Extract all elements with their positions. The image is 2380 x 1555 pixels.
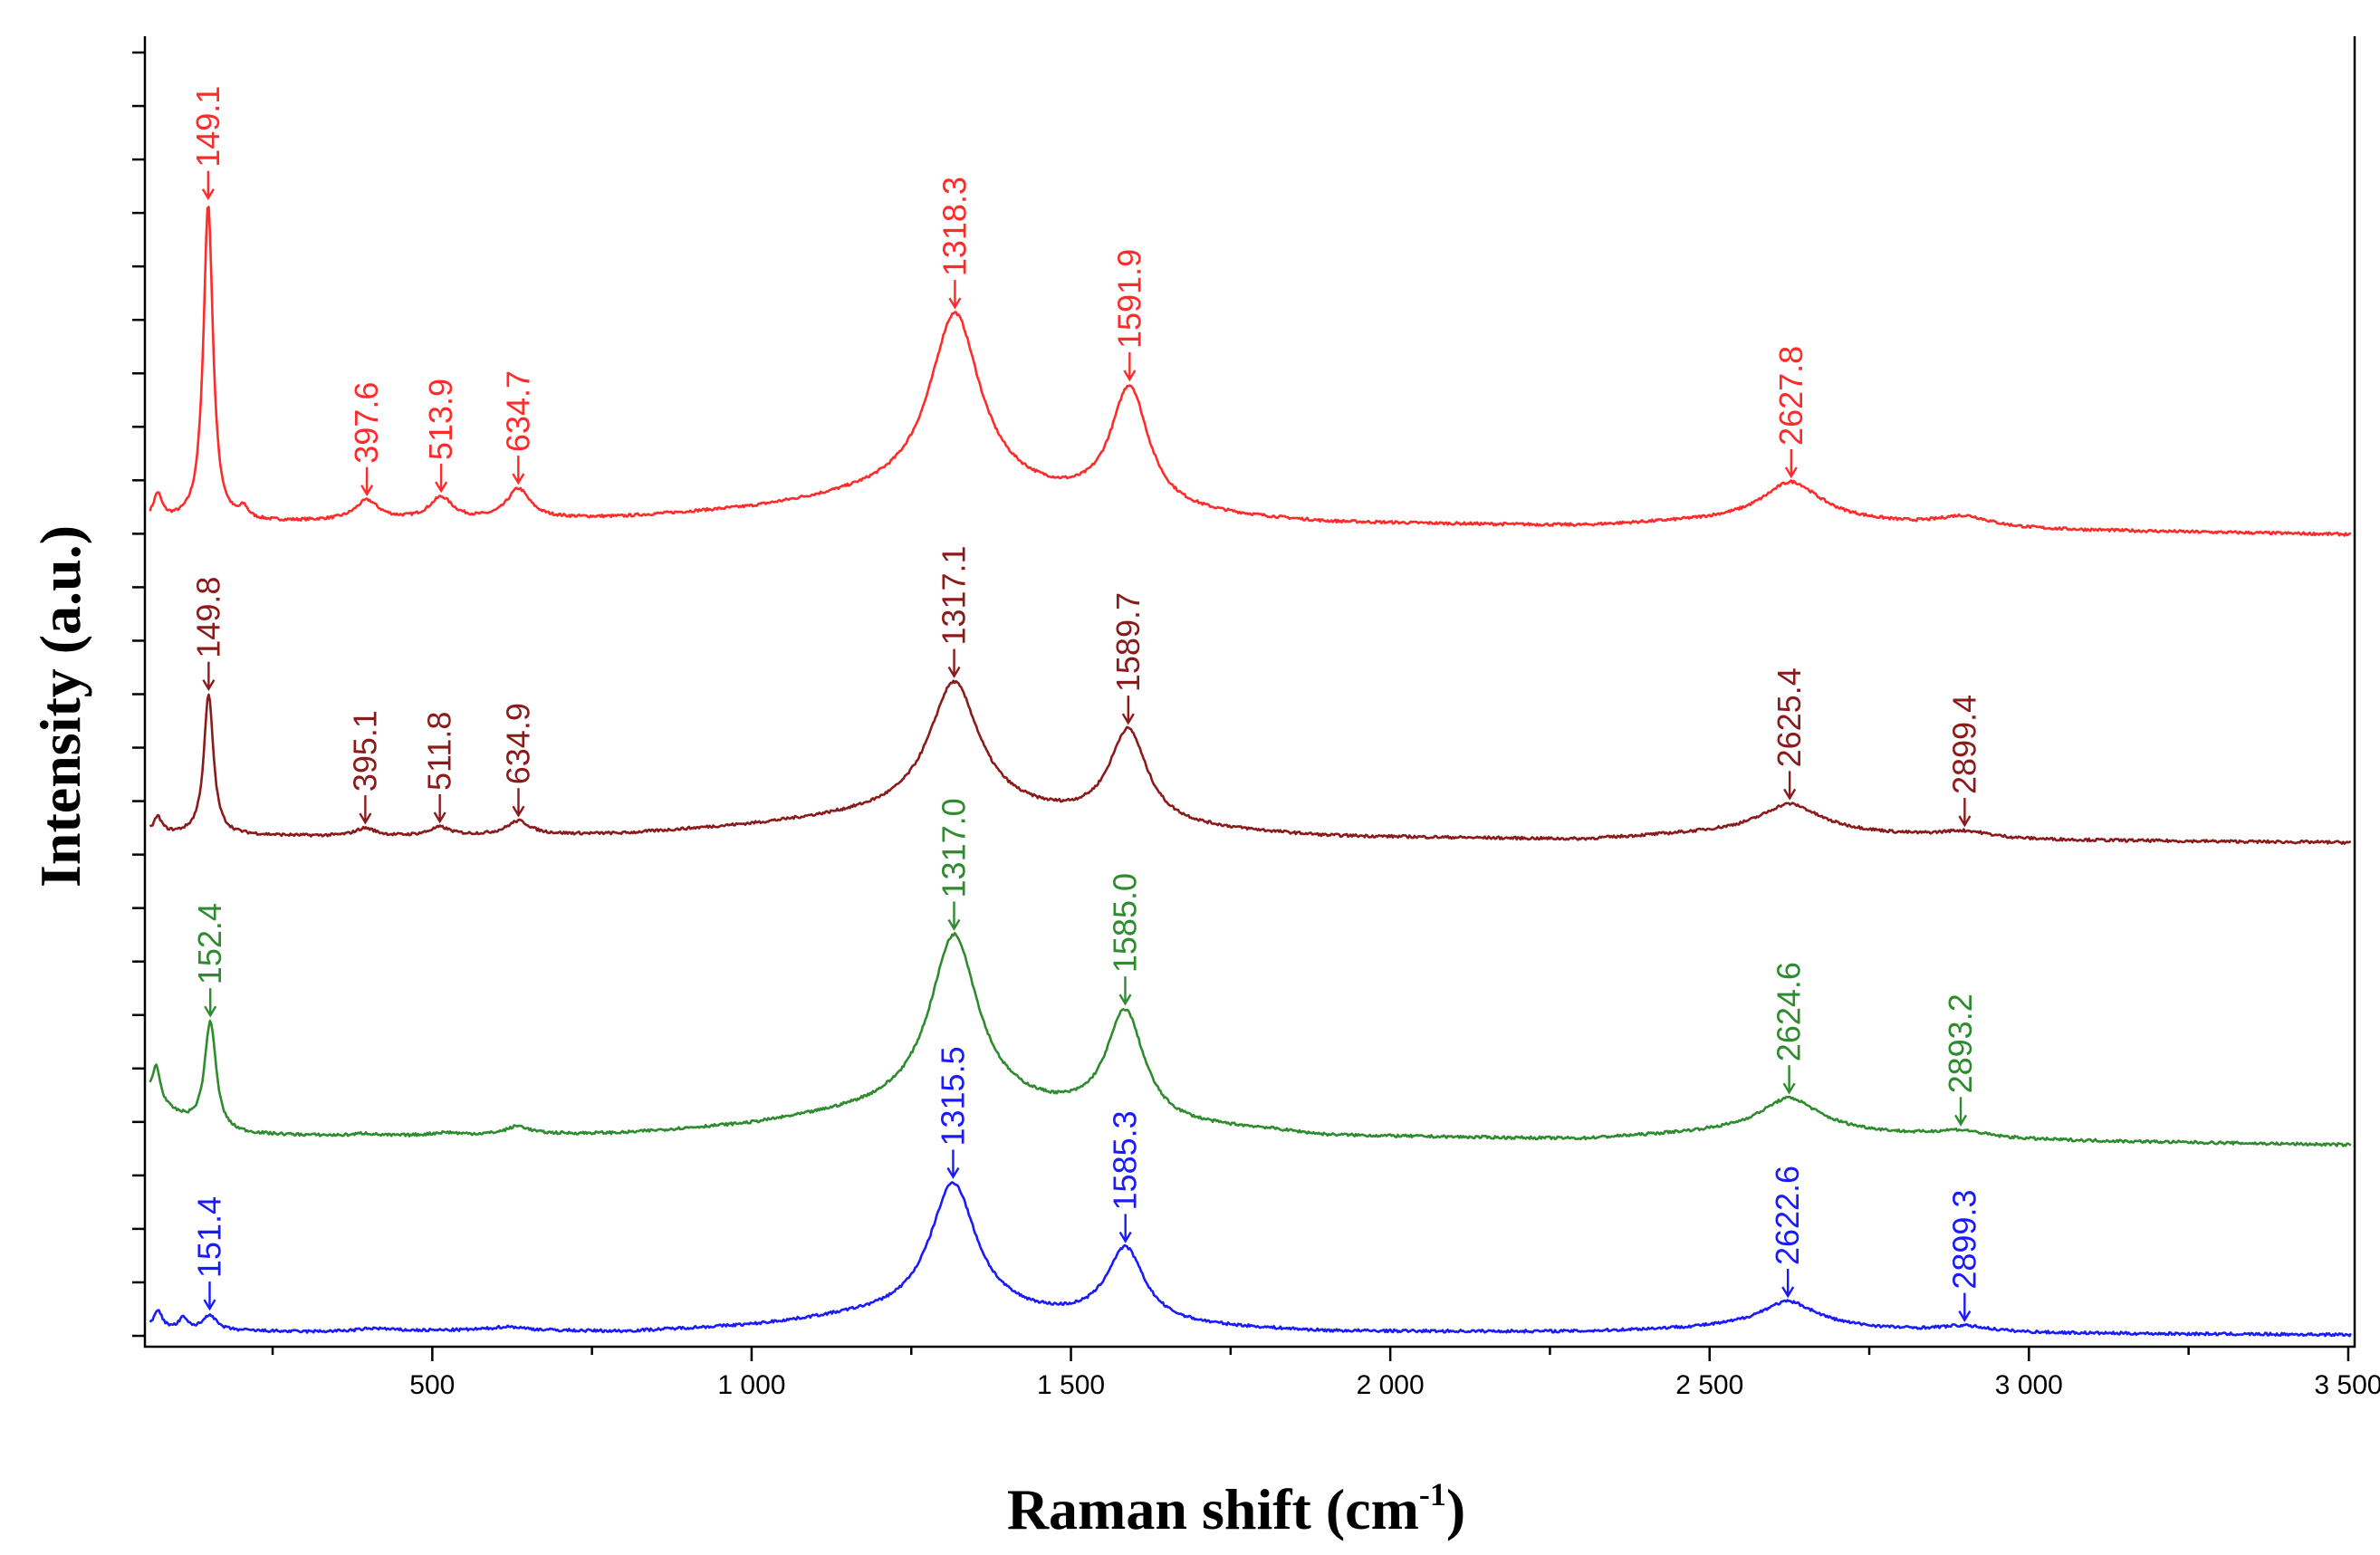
x-axis-tick-label: 3 500 — [2314, 1370, 2380, 1400]
peak-label: 2899.4 — [1945, 695, 1982, 794]
spectrum-line-red — [149, 206, 2352, 537]
peak-label: 151.4 — [191, 1196, 228, 1278]
y-axis-title: Intensity (a.u.) — [28, 525, 92, 888]
x-axis-title-main: Raman shift (cm — [1007, 1477, 1419, 1541]
peak-label: 152.4 — [191, 903, 228, 984]
peak-label: 149.1 — [189, 86, 226, 168]
peak-arrow-head — [1958, 815, 1972, 828]
plot-area: 500 1 000 1 500 2 000 2 500 3 000 3 500 149.1 39… — [132, 36, 2380, 1400]
peak-arrow-head — [1784, 466, 1798, 479]
peak-arrow-head — [204, 1005, 217, 1018]
series-red: 149.1 397.6 513.9 634.7 1318.3 1591.9 2627.8 — [149, 86, 2352, 537]
x-axis-tick-label: 3 000 — [1995, 1370, 2063, 1400]
spectrum-line-blue — [149, 1181, 2352, 1338]
peak-label: 2625.4 — [1771, 667, 1808, 767]
x-axis-tick-label: 2 000 — [1357, 1370, 1425, 1400]
peak-arrow-head — [947, 918, 961, 931]
peak-arrow-head — [1783, 788, 1797, 801]
peak-label: 513.9 — [422, 379, 459, 460]
x-axis-tick-label: 1 000 — [717, 1370, 785, 1400]
peak-label: 1585.3 — [1107, 1110, 1144, 1210]
x-axis-tick-label: 1 500 — [1037, 1370, 1105, 1400]
peak-label: 395.1 — [346, 710, 383, 792]
peak-label: 149.8 — [189, 577, 226, 658]
peak-label: 397.6 — [348, 382, 385, 464]
peak-arrow-head — [1954, 1114, 1968, 1127]
peak-arrow-head — [1118, 993, 1132, 1006]
peak-arrow-head — [1782, 1082, 1796, 1095]
peak-label: 1317.1 — [936, 545, 973, 645]
peak-arrow-head — [202, 679, 216, 692]
peak-arrow-head — [1123, 370, 1137, 382]
peak-label: 634.9 — [499, 703, 536, 784]
peak-label: 2893.2 — [1942, 993, 1979, 1093]
x-axis-tick-label: 500 — [409, 1370, 455, 1400]
peak-label: 1315.5 — [934, 1046, 971, 1146]
peak-arrow-head — [203, 1299, 216, 1311]
x-axis-title-superscript: -1 — [1419, 1476, 1446, 1512]
series-maroon: 149.8 395.1 511.8 634.9 1317.1 1589.7 2625.4 28… — [149, 545, 2352, 845]
series-blue: 151.4 1315.5 1585.3 2622.6 2899.3 — [149, 1046, 2352, 1338]
peak-arrow-head — [512, 473, 525, 485]
x-axis-title: Raman shift (cm-1) — [1007, 1476, 1465, 1541]
peak-label: 634.7 — [499, 370, 536, 452]
peak-label: 511.8 — [421, 712, 458, 791]
axis-frame — [143, 36, 2356, 1349]
peak-arrow-head — [1781, 1286, 1795, 1299]
peak-arrow-head — [359, 812, 372, 825]
peak-arrow-head — [433, 811, 446, 824]
x-axis-title-end: ) — [1446, 1477, 1465, 1541]
peak-label: 2624.6 — [1771, 962, 1808, 1061]
peak-arrow-head — [1121, 713, 1135, 725]
peak-arrow-head — [946, 1166, 960, 1179]
peak-label: 1591.9 — [1110, 249, 1147, 349]
peak-arrow-head — [1958, 1310, 1972, 1322]
peak-label: 2622.6 — [1769, 1166, 1806, 1265]
peak-label: 2899.3 — [1945, 1190, 1982, 1290]
peak-label: 1318.3 — [936, 177, 973, 276]
peak-arrow-head — [201, 188, 215, 201]
peak-label: 2627.8 — [1772, 346, 1809, 446]
series-green: 152.4 1317.0 1585.0 2624.6 2893.2 — [149, 798, 2352, 1147]
spectrum-line-maroon — [149, 679, 2352, 845]
peak-arrow-head — [948, 297, 962, 310]
peak-label: 1317.0 — [935, 798, 972, 897]
peak-arrow-head — [947, 666, 961, 678]
peak-arrow-head — [360, 485, 374, 497]
peak-arrow-head — [435, 481, 448, 494]
peak-label: 1585.0 — [1106, 873, 1143, 973]
peak-arrow-head — [512, 805, 525, 818]
spectrum-line-green — [149, 932, 2352, 1147]
peak-arrow-head — [1118, 1231, 1132, 1243]
x-axis-tick-label: 2 500 — [1675, 1370, 1743, 1400]
peak-label: 1589.7 — [1109, 592, 1147, 692]
